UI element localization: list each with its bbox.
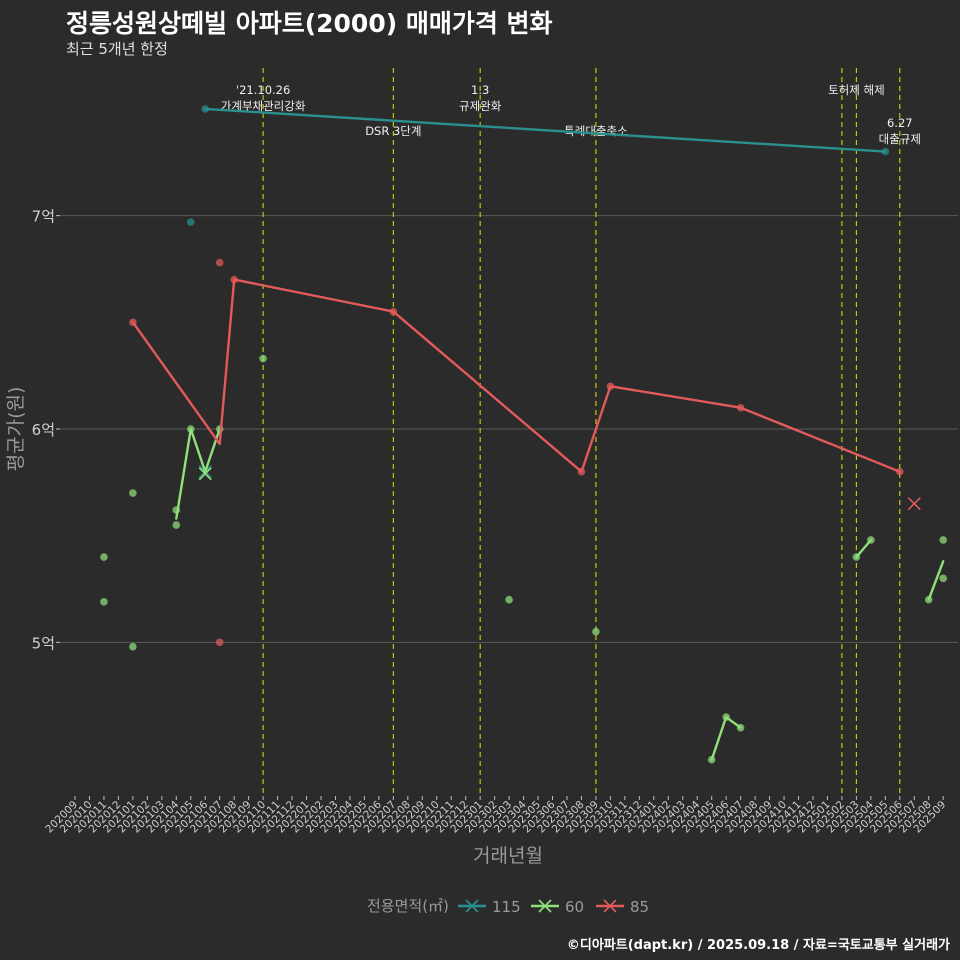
event-label: 토허제 해제 (828, 83, 885, 97)
series-line-60 (710, 715, 742, 761)
data-point-115 (881, 147, 890, 156)
data-point-60 (259, 354, 267, 363)
series-line-60 (927, 560, 945, 601)
event-label: DSR 3단계 (365, 124, 421, 138)
data-point-60 (129, 642, 137, 651)
data-point-60 (186, 425, 195, 433)
event-label: 1.3 (471, 83, 489, 97)
cross-stroke (198, 467, 212, 481)
y-axis-title: 평균가(원) (5, 387, 27, 472)
data-point-115 (186, 218, 195, 226)
legend-key-cross (465, 899, 479, 913)
event-label: 6.27 (887, 116, 913, 130)
cross-marker-60 (198, 467, 212, 481)
data-point-60 (129, 489, 137, 497)
cross-stroke (465, 899, 479, 913)
data-point-60 (939, 536, 947, 544)
data-point-60 (100, 598, 108, 606)
event-label: 가계부채관리강화 (221, 99, 306, 113)
data-point-60 (592, 627, 600, 636)
data-point-60 (736, 723, 745, 732)
y-tick-label: 7억 (32, 208, 55, 226)
data-point-60 (172, 521, 181, 529)
source-caption: ©디아파트(dapt.kr) / 2025.09.18 / 자료=국토교통부 실… (566, 938, 950, 953)
data-point-85 (230, 275, 238, 284)
series-line-60 (175, 427, 221, 520)
y-tick-label: 6억 (32, 421, 55, 439)
data-point-60 (505, 595, 513, 604)
data-point-60 (707, 755, 716, 764)
cross-stroke (603, 899, 617, 913)
chart-subtitle: 최근 5개년 한정 (66, 40, 168, 58)
data-point-85 (606, 382, 615, 391)
data-point-60 (852, 553, 861, 561)
legend-label: 60 (565, 898, 584, 916)
cross-stroke (907, 497, 921, 511)
y-tick-label: 5억 (32, 634, 55, 652)
series-line-115 (203, 107, 887, 153)
event-label: 대출규제 (879, 132, 921, 146)
data-point-115 (201, 105, 210, 113)
legend-label: 115 (492, 898, 521, 916)
data-point-60 (172, 506, 181, 514)
event-label: 규제완화 (459, 99, 502, 113)
data-point-60 (867, 536, 875, 544)
series-line-85 (131, 278, 901, 473)
chart-title: 정릉성원상떼빌 아파트(2000) 매매가격 변화 (66, 9, 553, 38)
legend-label: 85 (630, 898, 649, 916)
data-point-85 (895, 467, 904, 476)
data-point-60 (100, 553, 108, 561)
data-point-85 (215, 638, 224, 647)
cross-stroke (538, 899, 552, 913)
legend-key-cross (603, 899, 617, 913)
data-point-60 (924, 595, 933, 604)
x-axis-title: 거래년월 (473, 845, 543, 867)
data-point-60 (722, 713, 730, 721)
event-label: '21.10.26 (236, 83, 290, 97)
data-point-60 (939, 574, 947, 583)
data-point-85 (577, 467, 586, 476)
data-point-85 (215, 258, 224, 267)
data-point-85 (389, 307, 398, 316)
legend: 전용면적(㎡) 115 60 85 (367, 897, 649, 916)
data-point-85 (736, 403, 745, 412)
cross-marker-85 (907, 497, 921, 511)
legend-title: 전용면적(㎡) (367, 897, 449, 915)
legend-key-cross (538, 899, 552, 913)
data-point-85 (129, 318, 137, 327)
